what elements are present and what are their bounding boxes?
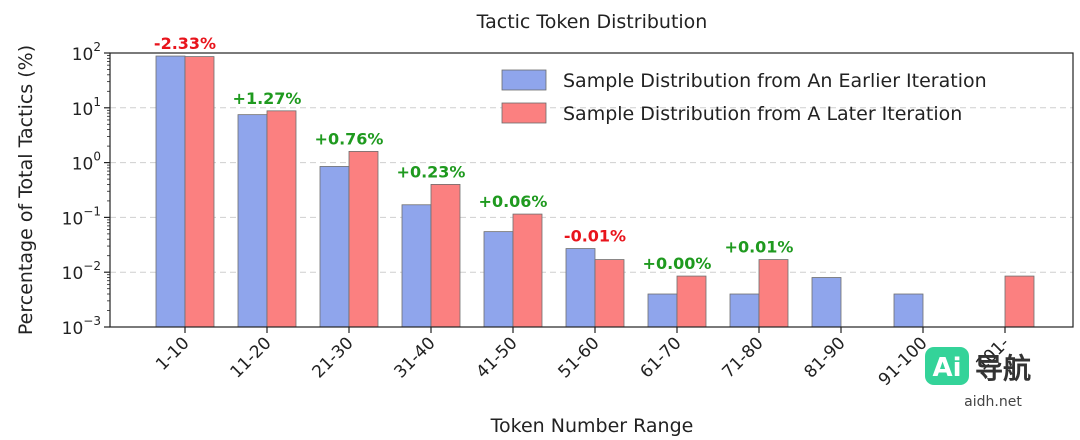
annotations: -2.33% +1.27% +0.76% +0.23% +0.06% -0.01% +0.0…	[154, 34, 794, 273]
delta-label-71-80: +0.01%	[725, 238, 794, 257]
bars	[155, 55, 1035, 328]
bar-earlier-91-100	[893, 293, 924, 328]
watermark-logo-box	[925, 347, 969, 385]
x-tick-label-51-60: 51-60	[554, 333, 603, 382]
bar-earlier-11-20	[237, 114, 268, 328]
bar-later-11-20	[266, 110, 297, 328]
bar-earlier-81-90	[811, 277, 842, 328]
y-tick-label: 10−2	[62, 259, 101, 284]
y-tick-exponent: 1	[93, 95, 101, 109]
watermark: Ai 导航 aidh.net	[925, 347, 1031, 410]
watermark-name: 导航	[975, 352, 1031, 385]
bar-later-21-30	[348, 151, 379, 328]
plot-frame	[109, 52, 1074, 328]
y-tick-exponent: −3	[83, 314, 101, 328]
bar-later-31-40	[430, 184, 461, 328]
bar-earlier-21-30	[319, 166, 350, 328]
x-tick-label-21-30: 21-30	[308, 333, 357, 382]
x-tick-label-71-80: 71-80	[718, 333, 767, 382]
y-tick-label: 102	[72, 40, 101, 65]
y-axis-label: Percentage of Total Tactics (%)	[15, 45, 37, 335]
y-tick-base: 10	[72, 155, 94, 175]
legend: Sample Distribution from An Earlier Iter…	[501, 69, 987, 125]
delta-label-21-30: +0.76%	[315, 129, 384, 148]
legend-swatch-later	[501, 102, 547, 124]
chart-title: Tactic Token Distribution	[476, 11, 708, 33]
y-tick-base: 10	[62, 319, 84, 339]
bar-earlier-71-80	[729, 293, 760, 328]
x-tick-label-31-40: 31-40	[390, 333, 439, 382]
bar-later-51-60	[594, 259, 625, 328]
x-tick-label-41-50: 41-50	[472, 333, 521, 382]
delta-label-51-60: -0.01%	[564, 227, 626, 246]
x-axis-label: Token Number Range	[490, 415, 694, 437]
y-tick-label: 100	[72, 150, 101, 175]
delta-label-1-10: -2.33%	[154, 34, 216, 53]
y-tick-label: 10−1	[62, 204, 101, 229]
legend-label-later: Sample Distribution from A Later Iterati…	[563, 103, 962, 125]
delta-label-41-50: +0.06%	[479, 192, 548, 211]
x-axis: 1-10 11-20 21-30 31-40 41-50 51-60 61-70 71-80 8…	[152, 327, 1014, 390]
bar-later-61-70	[676, 275, 707, 328]
y-tick-base: 10	[72, 100, 94, 120]
x-tick-label-91-100: 91-100	[875, 333, 932, 390]
y-tick-label: 10−3	[62, 314, 101, 339]
bar-earlier-51-60	[565, 248, 596, 328]
y-tick-exponent: 0	[93, 150, 101, 164]
y-tick-exponent: −2	[83, 259, 101, 273]
bar-later-71-80	[758, 259, 789, 328]
bar-later-41-50	[512, 213, 543, 328]
delta-label-11-20: +1.27%	[233, 89, 302, 108]
y-tick-exponent: −1	[83, 204, 101, 218]
y-tick-base: 10	[62, 264, 84, 284]
bar-later-101-	[1004, 275, 1035, 328]
bar-earlier-1-10	[155, 55, 186, 328]
x-tick-label-11-20: 11-20	[226, 333, 275, 382]
y-tick-exponent: 2	[93, 40, 101, 54]
bar-later-1-10	[184, 56, 215, 328]
x-tick-label-81-90: 81-90	[800, 333, 849, 382]
bar-earlier-61-70	[647, 293, 678, 328]
legend-swatch-earlier	[501, 69, 547, 91]
delta-label-61-70: +0.00%	[643, 254, 712, 273]
bar-earlier-41-50	[483, 231, 514, 328]
y-tick-base: 10	[62, 209, 84, 229]
x-tick-label-61-70: 61-70	[636, 333, 685, 382]
y-tick-label: 101	[72, 95, 101, 120]
y-tick-base: 10	[72, 45, 94, 65]
legend-label-earlier: Sample Distribution from An Earlier Iter…	[563, 70, 987, 92]
watermark-logo-text: Ai	[932, 353, 961, 383]
watermark-url: aidh.net	[964, 394, 1022, 410]
bar-earlier-31-40	[401, 204, 432, 328]
delta-label-31-40: +0.23%	[397, 162, 466, 181]
x-tick-label-1-10: 1-10	[152, 333, 193, 374]
